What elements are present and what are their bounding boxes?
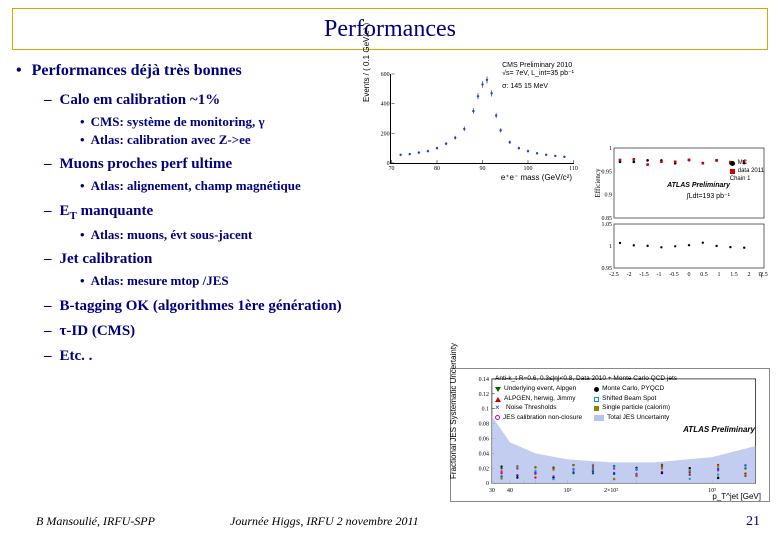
- svg-text:0.95: 0.95: [602, 266, 613, 272]
- footer-event: Journée Higgs, IRFU 2 novembre 2011: [230, 514, 419, 529]
- svg-text:400: 400: [381, 102, 390, 108]
- svg-text:600: 600: [381, 72, 390, 78]
- svg-text:1.5: 1.5: [730, 272, 738, 278]
- svg-text:1: 1: [609, 146, 612, 152]
- section-heading-4: –B-tagging OK (algorithmes 1ère générati…: [44, 298, 770, 315]
- svg-text:0: 0: [486, 481, 489, 487]
- svg-text:Efficiency: Efficiency: [594, 168, 602, 198]
- svg-text:-2.5: -2.5: [609, 272, 619, 278]
- svg-text:40: 40: [507, 488, 513, 494]
- chart-mid-legend: MC data 2011 Chain 1: [730, 160, 764, 185]
- chart-mid-atlas-label: ATLAS Preliminary: [667, 182, 730, 189]
- svg-text:2×10²: 2×10²: [604, 488, 618, 494]
- svg-text:-0.5: -0.5: [669, 272, 679, 278]
- svg-text:0.06: 0.06: [479, 436, 489, 442]
- chart-top-xlabel: e⁺e⁻ mass (GeV/c²): [501, 173, 572, 182]
- section-heading-6: –Etc. .: [44, 348, 770, 365]
- chart-top-plot: 7080901001100200400600: [390, 74, 574, 164]
- section-heading-5: –τ-ID (CMS): [44, 323, 770, 340]
- chart-bot-xlabel: p_T^jet [GeV]: [712, 492, 761, 501]
- svg-text:2: 2: [748, 272, 751, 278]
- page-number: 21: [746, 514, 760, 530]
- title-bar: Performances: [12, 8, 768, 50]
- chart-top-svg: 7080901001100200400600: [391, 74, 574, 163]
- svg-text:0: 0: [387, 161, 390, 167]
- svg-text:30: 30: [489, 488, 495, 494]
- svg-text:1: 1: [718, 272, 721, 278]
- chart-bot-atlas-label: ATLAS Preliminary: [683, 425, 755, 434]
- svg-text:0.08: 0.08: [479, 422, 489, 428]
- svg-text:110: 110: [569, 166, 578, 172]
- svg-text:0.12: 0.12: [479, 392, 489, 398]
- chart-mid-lumi: ∫Ldt=193 pb⁻¹: [687, 192, 730, 200]
- footer: B Mansoulié, IRFU-SPP Journée Higgs, IRF…: [0, 514, 780, 532]
- chart-bot-legend: Anti-k_t R=0.6, 0.3≤|η|<0.8, Data 2010 +…: [495, 375, 677, 423]
- footer-author: B Mansoulié, IRFU-SPP: [36, 514, 155, 529]
- main-bullet-text: Performances déjà très bonnes: [32, 62, 242, 79]
- chart-atlas-muon-eff: -2.5-2-1.5-1-0.500.511.522.50.850.90.951…: [592, 140, 770, 280]
- svg-text:0.14: 0.14: [479, 377, 489, 383]
- svg-text:200: 200: [381, 131, 390, 137]
- svg-text:1.05: 1.05: [602, 222, 613, 228]
- chart-top-ylabel: Events / ( 0.1 GeV/c² ): [362, 23, 371, 102]
- svg-text:0.1: 0.1: [482, 407, 489, 413]
- svg-text:η: η: [758, 270, 762, 278]
- svg-text:0.02: 0.02: [479, 466, 489, 472]
- svg-text:10²: 10²: [564, 488, 572, 494]
- svg-text:0: 0: [688, 272, 691, 278]
- svg-text:0.95: 0.95: [602, 169, 613, 175]
- svg-text:100: 100: [524, 166, 533, 172]
- svg-text:80: 80: [434, 166, 440, 172]
- svg-text:-1: -1: [657, 272, 662, 278]
- chart-atlas-jes: Fractional JES Systematic Uncertainty 00…: [450, 368, 770, 502]
- svg-text:-2: -2: [627, 272, 632, 278]
- svg-text:-1.5: -1.5: [639, 272, 649, 278]
- chart-cms-zee-mass: Events / ( 0.1 GeV/c² ) CMS Preliminary …: [360, 62, 580, 182]
- slide-title: Performances: [324, 16, 456, 43]
- svg-text:1: 1: [609, 244, 612, 250]
- svg-text:90: 90: [480, 166, 486, 172]
- svg-text:0.5: 0.5: [700, 272, 708, 278]
- svg-text:0.04: 0.04: [479, 451, 489, 457]
- svg-text:0.9: 0.9: [605, 193, 613, 199]
